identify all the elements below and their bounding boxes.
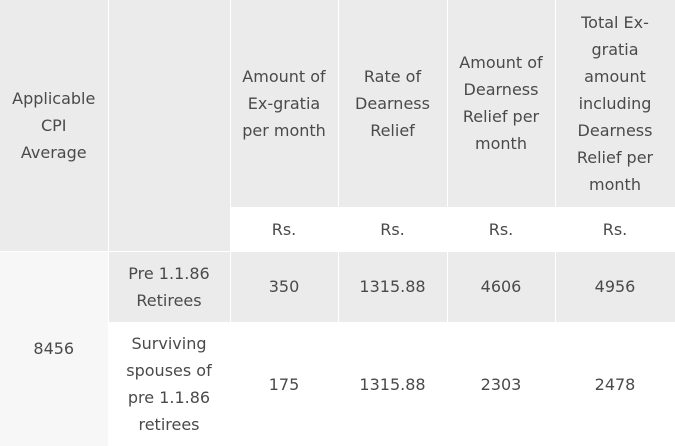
row-total: 2478 — [555, 322, 675, 446]
cpi-value: 8456 — [0, 251, 109, 446]
header-total: Total Ex-gratia amount including Dearnes… — [555, 0, 675, 208]
row-dr-rate: 1315.88 — [338, 251, 448, 323]
row-exgratia: 175 — [230, 322, 339, 446]
row-dr-amount: 4606 — [447, 251, 556, 323]
row-category: Pre 1.1.86 Retirees — [108, 251, 231, 323]
row-dr-rate: 1315.88 — [338, 322, 448, 446]
header-dr-amount: Amount of Dearness Relief per month — [447, 0, 556, 208]
header-exgratia: Amount of Ex-gratia per month — [230, 0, 339, 208]
row-dr-amount: 2303 — [447, 322, 556, 446]
row-category: Surviving spouses of pre 1.1.86 retirees — [108, 322, 231, 446]
header-category — [108, 0, 231, 252]
unit-dr-amount: Rs. — [447, 207, 556, 252]
unit-total: Rs. — [555, 207, 675, 252]
unit-dr-rate: Rs. — [338, 207, 448, 252]
row-total: 4956 — [555, 251, 675, 323]
header-dr-rate: Rate of Dearness Relief — [338, 0, 448, 208]
table-row: 8456 Pre 1.1.86 Retirees 350 1315.88 460… — [0, 251, 675, 446]
unit-exgratia: Rs. — [230, 207, 339, 252]
row-exgratia: 350 — [230, 251, 339, 323]
header-cpi: Applicable CPI Average — [0, 0, 109, 252]
table-row: Surviving spouses of pre 1.1.86 retirees… — [0, 322, 675, 446]
